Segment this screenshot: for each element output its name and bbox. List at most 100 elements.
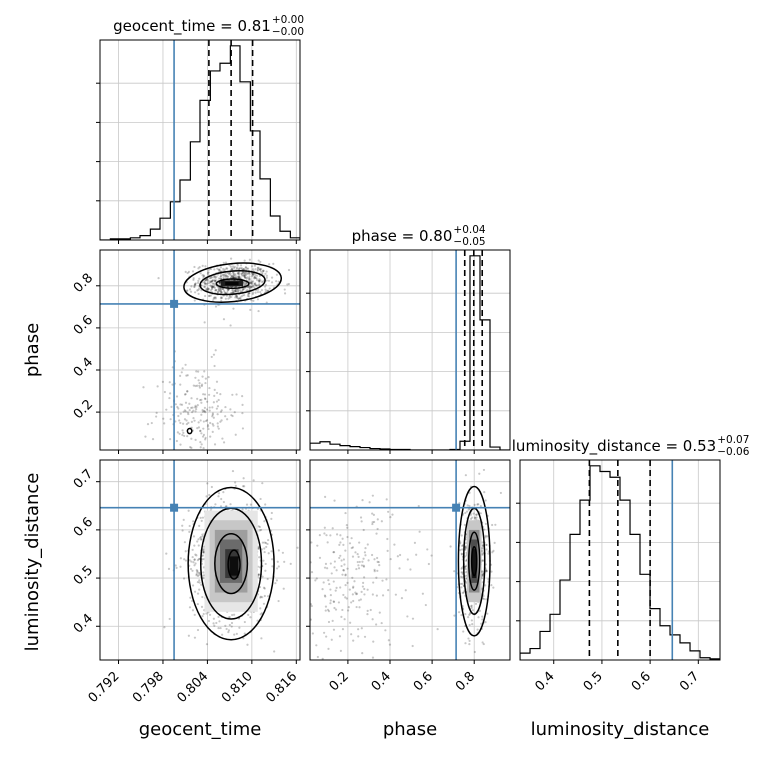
- scatter-point: [376, 556, 379, 560]
- title-upper-error: +0.04: [453, 224, 485, 236]
- scatter-point: [219, 410, 223, 413]
- scatter-point: [347, 609, 350, 612]
- scatter-point: [180, 467, 182, 469]
- scatter-point: [342, 569, 345, 572]
- y-tick-label: 0.6: [71, 313, 96, 338]
- scatter-point: [381, 594, 385, 597]
- scatter-point: [475, 513, 478, 516]
- scatter-point: [371, 618, 374, 621]
- scatter-point: [371, 521, 374, 524]
- scatter-point: [251, 281, 254, 284]
- scatter-point: [316, 655, 319, 659]
- scatter-point: [327, 610, 331, 613]
- scatter-point: [472, 512, 475, 515]
- scatter-point: [195, 407, 198, 411]
- scatter-point: [189, 446, 192, 449]
- scatter-point: [216, 425, 219, 428]
- scatter-point: [243, 485, 246, 488]
- scatter-point: [258, 267, 261, 270]
- scatter-point: [183, 393, 187, 396]
- scatter-point: [243, 273, 246, 276]
- scatter-point: [323, 594, 327, 597]
- scatter-point: [283, 288, 286, 291]
- scatter-point: [256, 279, 259, 282]
- scatter-point: [181, 433, 184, 437]
- scatter-point: [220, 409, 223, 412]
- scatter-point: [246, 289, 249, 292]
- scatter-point: [251, 265, 254, 268]
- scatter-point: [460, 534, 463, 537]
- scatter-point: [288, 613, 290, 615]
- scatter-point: [464, 565, 467, 568]
- title-text: luminosity_distance = 0.53: [512, 437, 716, 456]
- scatter-point: [484, 499, 487, 502]
- scatter-point: [213, 279, 216, 282]
- scatter-point: [334, 608, 338, 611]
- scatter-point: [251, 268, 255, 271]
- scatter-point: [230, 621, 234, 625]
- scatter-point: [234, 294, 237, 297]
- panel-title-geocent_time: geocent_time = 0.81 +0.00−0.00: [113, 14, 304, 38]
- scatter-point: [358, 599, 361, 602]
- scatter-point: [344, 573, 347, 576]
- scatter-point: [202, 393, 205, 396]
- scatter-point: [226, 275, 229, 278]
- scatter-point: [198, 579, 201, 582]
- scatter-point: [241, 271, 245, 274]
- scatter-point: [208, 386, 211, 390]
- scatter-point: [193, 285, 196, 288]
- scatter-point: [491, 551, 494, 554]
- scatter-point: [191, 609, 195, 612]
- scatter-point: [169, 418, 172, 421]
- scatter-point: [189, 290, 193, 293]
- scatter-point: [191, 584, 195, 587]
- scatter-point: [190, 437, 193, 440]
- scatter-point: [287, 282, 290, 286]
- scatter-point: [361, 651, 364, 655]
- scatter-point: [230, 625, 233, 628]
- scatter-point: [254, 284, 257, 287]
- scatter-point: [236, 296, 239, 299]
- scatter-point: [484, 568, 488, 571]
- scatter-point: [460, 571, 463, 574]
- scatter-point: [181, 367, 184, 370]
- scatter-point: [199, 398, 202, 402]
- scatter-point: [251, 292, 254, 296]
- scatter-point: [341, 573, 344, 576]
- scatter-point: [196, 289, 199, 292]
- x-tick-label: 0.4: [369, 669, 394, 694]
- scatter-point: [171, 383, 174, 386]
- scatter-point: [264, 541, 268, 545]
- scatter-point: [215, 391, 219, 395]
- scatter-point: [213, 268, 216, 271]
- scatter-point: [481, 544, 484, 547]
- scatter-point: [191, 406, 194, 409]
- scatter-point: [187, 634, 190, 637]
- scatter-point: [179, 565, 182, 568]
- scatter-point: [207, 271, 210, 274]
- scatter-point: [339, 586, 342, 589]
- scatter-point: [194, 404, 197, 407]
- scatter-point: [188, 606, 192, 609]
- scatter-point: [310, 571, 314, 574]
- x-tick-label: 0.798: [130, 669, 167, 706]
- scatter-point: [226, 289, 229, 292]
- panel-luminosity_distance_vs_geocent_time-frame: [99, 459, 301, 661]
- scatter-point: [198, 524, 201, 527]
- scatter-point: [276, 560, 279, 563]
- scatter-point: [360, 627, 363, 630]
- scatter-point: [210, 276, 214, 279]
- scatter-point: [179, 383, 182, 386]
- scatter-point: [484, 584, 487, 587]
- scatter-point: [203, 279, 206, 282]
- scatter-point: [259, 497, 262, 501]
- scatter-point: [201, 554, 205, 557]
- scatter-point: [199, 429, 202, 433]
- scatter-point: [468, 612, 472, 615]
- scatter-point: [371, 656, 375, 659]
- scatter-point: [486, 612, 489, 615]
- scatter-point: [231, 275, 234, 278]
- scatter-point: [265, 270, 268, 273]
- scatter-point: [144, 435, 147, 438]
- scatter-point: [346, 567, 349, 570]
